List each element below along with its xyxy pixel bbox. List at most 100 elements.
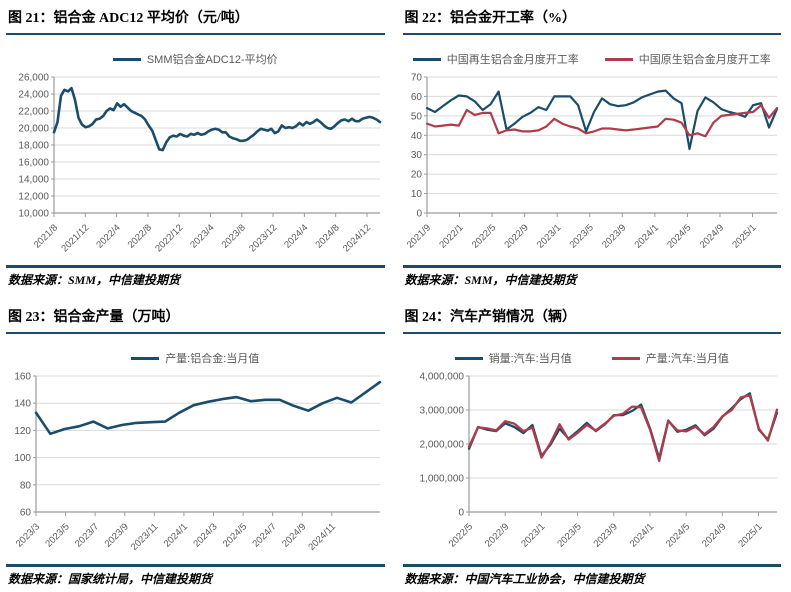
chart-21-title: 图 21：铝合金 ADC12 平均价（元/吨）: [6, 4, 385, 35]
series-line: [467, 394, 778, 463]
x-axis-tick-label: 2024/8: [313, 222, 341, 250]
y-axis-tick-label: 0: [416, 209, 422, 220]
x-axis-tick-label: 2023/3: [14, 521, 42, 549]
chart-24-data-source: 数据来源：中国汽车工业协会，中信建投期货: [402, 564, 781, 588]
x-axis-tick-label: 2022/9: [482, 521, 510, 549]
x-axis-tick-label: 2024/11: [306, 521, 338, 553]
x-axis-tick-label: 2023/4: [188, 222, 216, 250]
y-axis-tick-label: 2,000,000: [419, 440, 464, 451]
legend-label: 中国原生铝合金月度开工率: [638, 54, 771, 66]
legend-line-swatch: [131, 356, 160, 360]
y-axis-tick-label: 60: [20, 508, 32, 519]
x-axis-tick-label: 2024/1: [627, 521, 655, 549]
x-axis-tick-label: 2022/1: [437, 222, 465, 250]
legend-item: 销量:汽车:当月值: [454, 350, 572, 366]
legend-item: 产量:汽车:当月值: [611, 350, 729, 366]
chart-panel-23: 图 23：铝合金产量（万吨） 产量:铝合金:当月值 60 80 100 120 140 1…: [6, 303, 385, 588]
x-axis-tick-label: 2021/9: [404, 222, 432, 250]
chart-24-title: 图 24：汽车产销情况（辆）: [402, 303, 781, 334]
series-line: [425, 89, 778, 151]
line-chart-canvas-23: 60 80 100 120 140 160 2023/3 2023/5 2023/7 2023/9…: [14, 372, 382, 553]
y-axis-tick-label: 120: [14, 426, 31, 437]
y-axis-tick-label: 1,000,000: [419, 474, 464, 485]
x-axis-tick-label: 2024/9: [697, 222, 725, 250]
y-axis-tick-label: 10,000: [18, 209, 49, 220]
x-axis-tick-label: 2024/5: [663, 521, 691, 549]
chart-21-legend: SMM铝合金ADC12-平均价: [6, 51, 385, 67]
x-axis-tick-label: 2023/9: [600, 222, 628, 250]
legend-item: 中国再生铝合金月度开工率: [412, 51, 579, 67]
x-axis-tick-label: 2023/5: [567, 222, 595, 250]
legend-line-swatch: [604, 57, 633, 61]
x-axis-tick-label: 2024/1: [632, 222, 660, 250]
y-axis-tick-label: 140: [14, 399, 31, 410]
x-axis-tick-label: 2021/8: [32, 222, 60, 250]
chart-panel-22: 图 22：铝合金开工率（%） 中国再生铝合金月度开工率 中国原生铝合金月度开工率…: [402, 4, 782, 289]
y-axis-tick-label: 60: [410, 92, 422, 103]
chart-22-legend: 中国再生铝合金月度开工率 中国原生铝合金月度开工率: [403, 51, 782, 67]
x-axis-tick-label: 2024/12: [341, 222, 373, 254]
line-chart-canvas-24: 0 1,000,000 2,000,000 3,000,000 4,000,000 202…: [419, 372, 778, 550]
x-axis-tick-label: 2024/9: [280, 521, 308, 549]
y-axis-tick-label: 10: [410, 189, 422, 200]
chart-panel-21: 图 21：铝合金 ADC12 平均价（元/吨） SMM铝合金ADC12-平均价 …: [6, 4, 385, 289]
legend-item: 产量:铝合金:当月值: [131, 350, 259, 366]
legend-label: 产量:铝合金:当月值: [165, 353, 260, 365]
series-line: [425, 104, 778, 138]
x-axis-tick-label: 2023/8: [220, 222, 248, 250]
x-axis-tick-label: 2024/1: [162, 521, 190, 549]
y-axis-tick-label: 70: [410, 73, 422, 84]
chart-panel-24: 图 24：汽车产销情况（辆） 销量:汽车:当月值 产量:汽车:当月值 0 1,00…: [402, 303, 782, 588]
x-axis-tick-label: 2022/9: [502, 222, 530, 250]
y-axis-tick-label: 16,000: [18, 158, 49, 169]
y-axis-tick-label: 24,000: [18, 90, 49, 101]
chart-24-legend: 销量:汽车:当月值 产量:汽车:当月值: [403, 350, 782, 366]
x-axis-tick-label: 2023/12: [247, 222, 279, 254]
y-axis-tick-label: 160: [14, 372, 31, 383]
legend-line-swatch: [412, 57, 441, 61]
legend-item: 中国原生铝合金月度开工率: [604, 51, 771, 67]
x-axis-tick-label: 2023/9: [103, 521, 131, 549]
x-axis-tick-label: 2024/7: [250, 521, 278, 549]
x-axis-tick-label: 2023/9: [591, 521, 619, 549]
y-axis-tick-label: 20,000: [18, 124, 49, 135]
x-axis-tick-label: 2024/5: [221, 521, 249, 549]
x-axis-tick-label: 2022/5: [469, 222, 497, 250]
x-axis-tick-label: 2022/12: [153, 222, 185, 254]
x-axis-tick-label: 2022/5: [446, 521, 474, 549]
y-axis-tick-label: 100: [14, 453, 31, 464]
x-axis-tick-label: 2023/1: [519, 521, 547, 549]
x-axis-tick-label: 2024/3: [191, 521, 219, 549]
y-axis-tick-label: 4,000,000: [419, 372, 464, 383]
legend-label: 产量:汽车:当月值: [645, 353, 729, 365]
chart-21-data-source: 数据来源：SMM，中信建投期货: [6, 265, 385, 289]
y-axis-tick-label: 40: [410, 131, 422, 142]
chart-23-legend: 产量:铝合金:当月值: [6, 350, 385, 366]
y-axis-tick-label: 0: [458, 508, 464, 519]
legend-label: 中国再生铝合金月度开工率: [446, 54, 579, 66]
chart-22-data-source: 数据来源：SMM，中信建投期货: [402, 265, 781, 289]
y-axis-tick-label: 18,000: [18, 141, 49, 152]
x-axis-tick-label: 2024/9: [700, 521, 728, 549]
y-axis-tick-label: 22,000: [18, 107, 49, 118]
line-chart-canvas-21: 10,000 12,000 14,000 16,000 18,000 20,000 22,0…: [18, 73, 382, 254]
series-line: [52, 86, 382, 152]
series-line: [34, 380, 382, 436]
chart-23-data-source: 数据来源：国家统计局，中信建投期货: [6, 564, 385, 588]
x-axis-tick-label: 2022/8: [126, 222, 154, 250]
legend-line-swatch: [611, 356, 640, 360]
x-axis-tick-label: 2023/11: [129, 521, 161, 553]
y-axis-tick-label: 50: [410, 111, 422, 122]
x-axis-tick-label: 2025/1: [736, 521, 764, 549]
x-axis-tick-label: 2025/1: [730, 222, 758, 250]
y-axis-tick-label: 3,000,000: [419, 406, 464, 417]
legend-label: 销量:汽车:当月值: [488, 353, 572, 365]
legend-label: SMM铝合金ADC12-平均价: [146, 54, 278, 66]
legend-item: SMM铝合金ADC12-平均价: [112, 51, 278, 67]
legend-line-swatch: [112, 57, 141, 61]
x-axis-tick-label: 2023/1: [534, 222, 562, 250]
x-axis-tick-label: 2021/12: [59, 222, 91, 254]
y-axis-tick-label: 26,000: [18, 73, 49, 84]
